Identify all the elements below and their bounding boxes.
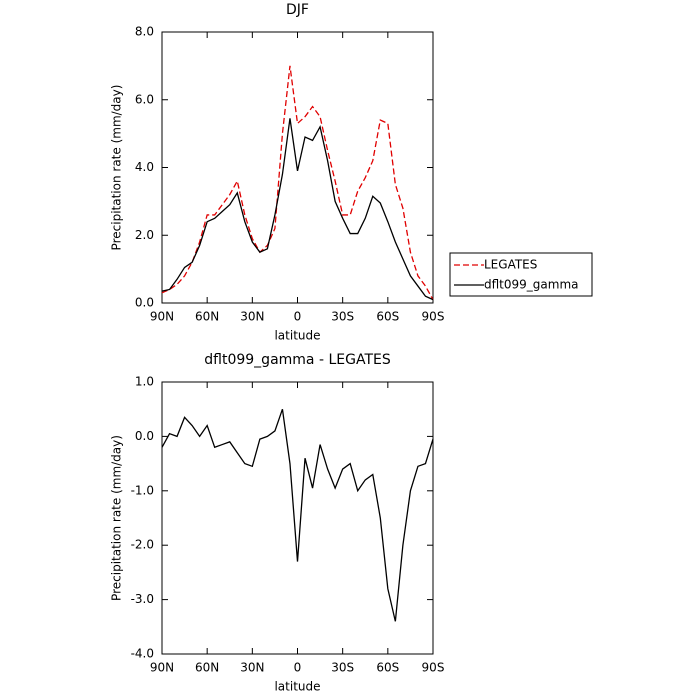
chart-title: DJF [286, 2, 309, 18]
y-tick-label: 8.0 [135, 25, 154, 39]
x-tick-label: 60S [376, 310, 399, 324]
y-tick-label: -3.0 [131, 592, 154, 606]
x-tick-label: 30S [331, 661, 354, 675]
x-axis-title: latitude [274, 329, 320, 343]
x-tick-label: 30N [240, 661, 264, 675]
y-tick-label: 0.0 [135, 429, 154, 443]
x-tick-label: 60N [195, 310, 219, 324]
y-tick-label: 6.0 [135, 92, 154, 106]
legend-label: LEGATES [484, 258, 537, 272]
x-tick-label: 90S [422, 661, 445, 675]
legend-box [449, 252, 593, 297]
y-tick-label: 1.0 [135, 375, 154, 389]
x-tick-label: 90N [150, 310, 174, 324]
x-tick-label: 30S [331, 310, 354, 324]
legend-label: dflt099_gamma [484, 278, 579, 292]
y-tick-label: -2.0 [131, 538, 154, 552]
y-axis-title: Precipitation rate (mm/day) [110, 85, 124, 251]
plot-frame [161, 31, 434, 304]
y-axis-title: Precipitation rate (mm/day) [110, 435, 124, 601]
data-line [161, 408, 434, 622]
y-tick-label: 0.0 [135, 296, 154, 310]
x-tick-label: 90N [150, 661, 174, 675]
chart-title: dflt099_gamma - LEGATES [204, 352, 391, 368]
x-tick-label: 0 [294, 310, 302, 324]
y-tick-label: -1.0 [131, 483, 154, 497]
y-tick-label: -4.0 [131, 647, 154, 661]
x-tick-label: 90S [422, 310, 445, 324]
y-tick-label: 2.0 [135, 228, 154, 242]
y-tick-label: 4.0 [135, 160, 154, 174]
x-tick-label: 60N [195, 661, 219, 675]
x-tick-label: 0 [294, 661, 302, 675]
data-line [161, 65, 434, 300]
plot-frame [161, 381, 434, 655]
data-line [161, 118, 434, 301]
x-axis-title: latitude [274, 680, 320, 694]
x-tick-label: 30N [240, 310, 264, 324]
x-tick-label: 60S [376, 661, 399, 675]
